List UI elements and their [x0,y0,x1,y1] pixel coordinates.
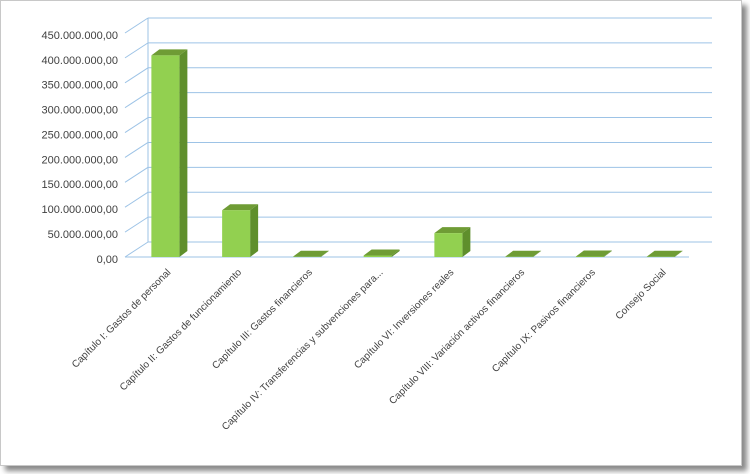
bar-top [292,250,329,257]
y-tick-label: 200.000.000,00 [42,154,118,166]
bar [434,227,471,257]
bar [222,204,259,257]
bar-side [320,250,329,257]
bar-front [434,233,463,257]
y-tick-label: 50.000.000,00 [48,229,118,241]
grid-line-side [124,17,149,34]
bar-top [505,250,542,257]
bar-side [533,250,542,257]
y-tick-label: 0,00 [97,254,118,266]
grid-line-side [124,142,149,158]
grid-line-side [124,67,149,84]
bar-top [434,227,471,234]
bar [363,249,400,257]
y-tick-label: 400.000.000,00 [42,55,118,67]
y-tick-label: 300.000.000,00 [42,105,118,117]
bar-front [222,210,251,257]
grid-line-side [124,241,149,258]
y-tick-label: 450.000.000,00 [42,30,118,42]
grid-line-side [124,166,149,183]
y-tick-label: 250.000.000,00 [42,129,118,141]
chart-frame [0,0,742,466]
bar-top [222,204,259,211]
bar [151,49,188,258]
bar-side [603,250,612,257]
y-tick-label: 100.000.000,00 [42,204,118,216]
grid-line-side [124,92,149,109]
x-tick-label: Consejo Social [614,267,669,322]
bar-side [250,204,259,257]
bar [505,250,542,257]
bar-side [462,227,471,257]
y-tick-label: 350.000.000,00 [42,80,118,92]
grid-line-side [124,191,149,208]
grid-line-side [124,42,149,59]
grid-line-side [124,117,149,133]
x-tick-label: Capítulo II: Gastos de funcionamiento [118,267,244,393]
bar-front [151,55,180,258]
bar-side [674,250,683,257]
bar [292,250,329,257]
bar-top [575,250,612,257]
bar-side [391,249,400,257]
x-tick-label: Capítulo VIII: Variación activos financi… [387,267,527,407]
bar-front [363,255,392,257]
bar-top [363,249,400,256]
y-tick-label: 150.000.000,00 [42,179,118,191]
bar-top [646,250,683,257]
grid-line-side [124,216,149,233]
bar [575,250,612,257]
bar-top [151,49,188,56]
x-tick-label: Capítulo IV: Transferencias y subvencion… [220,267,386,433]
bar-side [179,49,188,258]
bar [646,250,683,257]
